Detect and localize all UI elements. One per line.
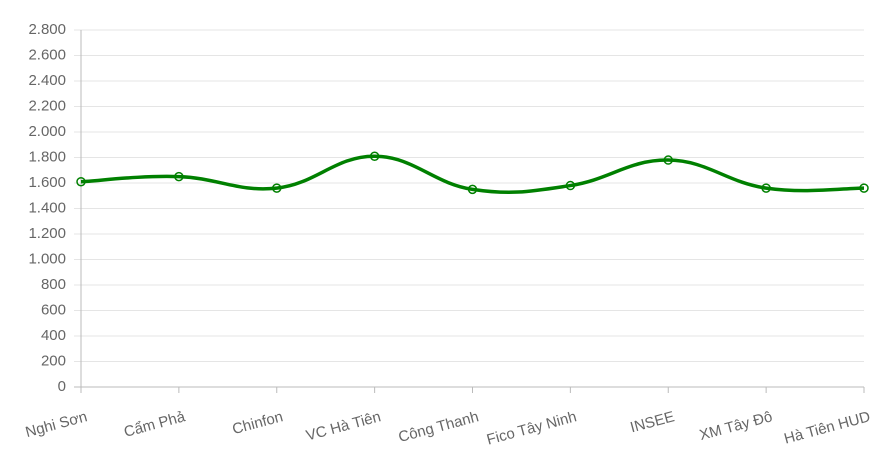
y-tick-label: 1.800 [28, 148, 66, 165]
y-tick-label: 200 [41, 352, 66, 369]
x-tick-label: Hà Tiên HUD [782, 408, 872, 447]
y-tick-label: 1.600 [28, 174, 66, 191]
y-tick-label: 400 [41, 327, 66, 344]
x-tick-label: Nghi Sơn [24, 408, 89, 441]
y-tick-label: 1.400 [28, 199, 66, 216]
point [761, 183, 771, 193]
point [565, 180, 576, 191]
point [859, 183, 869, 193]
y-tick-label: 2.800 [28, 21, 66, 38]
point [76, 176, 86, 187]
point [467, 184, 478, 195]
x-tick-label: INSEE [628, 408, 676, 436]
y-tick-label: 2.600 [28, 46, 66, 63]
point [369, 151, 380, 161]
point [174, 171, 184, 182]
x-tick-label: Cẩm Phả [122, 408, 187, 441]
point [663, 155, 673, 165]
x-tick-label: Chinfon [230, 408, 284, 438]
y-tick-label: 800 [41, 276, 66, 293]
y-tick-label: 2.200 [28, 97, 66, 114]
y-tick-label: 2.400 [28, 72, 66, 89]
y-tick-label: 2.000 [28, 123, 66, 140]
x-tick-label: VC Hà Tiên [304, 408, 382, 444]
y-tick-label: 0 [58, 378, 66, 395]
point [272, 183, 282, 193]
y-tick-label: 600 [41, 301, 66, 318]
x-tick-label: Fico Tây Ninh [485, 408, 579, 448]
y-tick-label: 1.000 [28, 250, 66, 267]
x-tick-label: Công Thanh [397, 408, 481, 446]
x-tick-label: XM Tây Đô [698, 408, 775, 444]
line [80, 154, 865, 195]
y-tick-label: 1.200 [28, 225, 66, 242]
